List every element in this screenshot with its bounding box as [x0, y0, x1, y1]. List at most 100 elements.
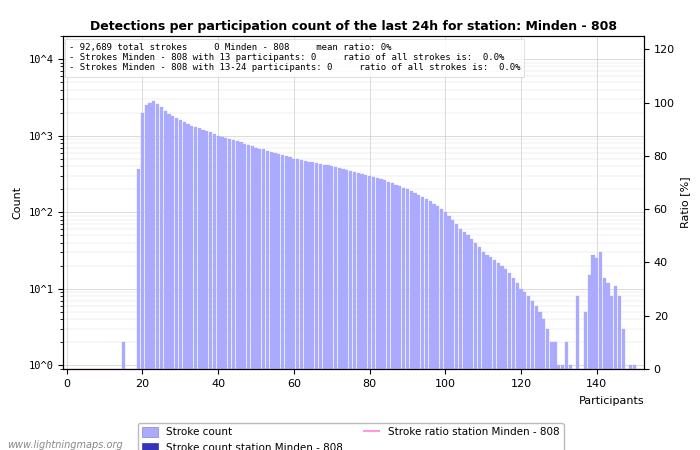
Bar: [307, 162, 311, 450]
Bar: [251, 146, 254, 450]
Bar: [266, 150, 269, 450]
Bar: [587, 275, 591, 450]
Bar: [406, 189, 409, 450]
Legend: Stroke count, Stroke count station Minden - 808, Stroke ratio station Minden - 8: Stroke count, Stroke count station Minde…: [138, 423, 564, 450]
Bar: [463, 232, 466, 450]
Bar: [557, 365, 561, 450]
Bar: [482, 252, 484, 450]
Bar: [398, 186, 402, 450]
Bar: [516, 283, 519, 450]
Bar: [209, 132, 212, 450]
Bar: [546, 329, 549, 450]
Bar: [342, 169, 344, 450]
Bar: [318, 164, 322, 450]
Bar: [164, 111, 167, 450]
Bar: [315, 163, 318, 450]
Bar: [141, 112, 144, 450]
Bar: [178, 120, 182, 450]
Bar: [538, 312, 542, 450]
Bar: [470, 239, 473, 450]
Bar: [122, 342, 125, 450]
Bar: [334, 167, 337, 450]
Bar: [425, 199, 428, 450]
Bar: [258, 148, 261, 450]
Bar: [228, 139, 231, 450]
Bar: [633, 365, 636, 450]
Bar: [375, 178, 379, 450]
Bar: [337, 168, 341, 450]
Bar: [156, 104, 159, 450]
Bar: [440, 209, 443, 450]
Bar: [436, 206, 440, 450]
Bar: [356, 172, 360, 450]
Bar: [175, 118, 178, 450]
Bar: [145, 105, 148, 450]
Bar: [618, 296, 621, 450]
Bar: [197, 128, 201, 450]
Bar: [326, 165, 330, 450]
Bar: [531, 301, 534, 450]
Bar: [493, 260, 496, 450]
Bar: [364, 175, 368, 450]
Bar: [243, 144, 246, 450]
Bar: [330, 166, 333, 450]
Bar: [395, 184, 398, 450]
Bar: [391, 183, 394, 450]
Bar: [235, 141, 239, 450]
Bar: [603, 278, 606, 450]
Bar: [576, 296, 580, 450]
Bar: [485, 255, 489, 450]
Bar: [542, 320, 545, 450]
Bar: [447, 216, 451, 450]
Bar: [202, 130, 204, 450]
Bar: [584, 312, 587, 450]
Bar: [220, 137, 223, 450]
Bar: [323, 165, 326, 450]
Bar: [148, 103, 152, 450]
Bar: [368, 176, 371, 450]
Bar: [383, 180, 386, 450]
Bar: [160, 107, 163, 450]
Bar: [550, 342, 553, 450]
Bar: [387, 182, 390, 450]
Bar: [274, 153, 276, 450]
Bar: [458, 229, 462, 450]
Bar: [345, 170, 349, 450]
Bar: [508, 273, 511, 450]
Bar: [622, 329, 625, 450]
Bar: [417, 194, 421, 450]
Bar: [270, 152, 273, 450]
Title: Detections per participation count of the last 24h for station: Minden - 808: Detections per participation count of th…: [90, 20, 617, 33]
Bar: [353, 171, 356, 450]
Bar: [293, 159, 295, 450]
Bar: [300, 160, 303, 450]
Bar: [247, 145, 250, 450]
Y-axis label: Ratio [%]: Ratio [%]: [680, 177, 690, 228]
Bar: [606, 283, 610, 450]
Bar: [281, 155, 284, 450]
Bar: [489, 257, 492, 450]
Bar: [561, 365, 564, 450]
Bar: [213, 134, 216, 450]
Bar: [254, 148, 258, 450]
Bar: [304, 161, 307, 450]
Bar: [474, 243, 477, 450]
Bar: [535, 306, 538, 450]
Bar: [455, 224, 458, 450]
Bar: [421, 197, 424, 450]
Bar: [183, 122, 186, 450]
Bar: [312, 162, 314, 450]
Bar: [288, 158, 292, 450]
Bar: [433, 203, 435, 450]
Bar: [205, 131, 209, 450]
Bar: [285, 156, 288, 450]
Bar: [232, 140, 235, 450]
Bar: [610, 296, 613, 450]
Bar: [614, 286, 617, 450]
Bar: [527, 296, 530, 450]
Bar: [428, 201, 432, 450]
Bar: [216, 135, 220, 450]
Bar: [152, 101, 155, 450]
Bar: [599, 252, 602, 450]
Bar: [190, 126, 193, 450]
